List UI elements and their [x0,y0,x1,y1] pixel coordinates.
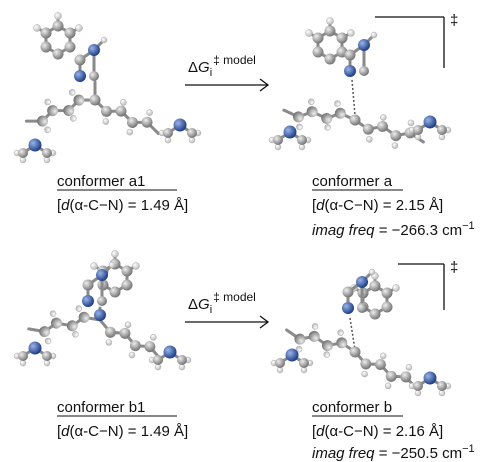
imag-freq: imag freq = −250.5 cm−1 [312,443,475,462]
text-part: (α-C−N) = 2.15 Å] [325,197,444,214]
text-part: [ [57,423,62,440]
text-part: (α-C−N) = 1.49 Å] [70,197,189,214]
distance-label: [d(α-C−N) = 2.15 Å] [312,197,443,214]
conformer-name: conformer b1 [57,399,145,416]
distance-label: [d(α-C−N) = 1.49 Å] [57,197,188,214]
reaction-arrow-head [259,78,270,92]
arrow-label: ΔGi‡ model [188,290,256,316]
text-part: ‡ model [213,53,256,67]
text-part: [ [312,197,317,214]
text-part: = −250.5 cm [375,445,463,462]
distance-label: [d(α-C−N) = 2.16 Å] [312,423,443,440]
distance-label: [d(α-C−N) = 1.49 Å] [57,423,188,440]
conformer-name: conformer a [312,173,393,190]
text-part: [ [57,197,62,214]
text-part: i [210,67,212,79]
text-part: d [316,197,325,214]
text-part: imag freq [312,222,375,239]
text-part: ‡ model [213,290,256,304]
ts-dagger: ‡ [450,12,458,29]
text-part: i [210,304,212,316]
text-part: −1 [462,443,475,455]
text-part: −1 [462,220,475,232]
text-part: Δ [188,296,198,313]
reaction-arrow-head [259,315,270,329]
text-part: d [61,423,70,440]
text-part: G [198,59,210,76]
molecule-a [267,16,453,153]
conformer-name: conformer b [312,399,392,416]
text-part: G [198,296,210,313]
molecule-b [269,267,453,399]
text-part: d [61,197,70,214]
text-part: imag freq [312,445,375,462]
text-part: = −266.3 cm [375,222,463,239]
text-part: (α-C−N) = 2.16 Å] [325,423,444,440]
molecule-a1 [12,11,203,165]
text-part: (α-C−N) = 1.49 Å] [70,423,189,440]
molecule-b1 [12,249,193,372]
conformer-name: conformer a1 [57,173,145,190]
text-part: Δ [188,59,198,76]
ts-dagger: ‡ [450,259,458,276]
arrow-label: ΔGi‡ model [188,53,256,79]
text-part: [ [312,423,317,440]
imag-freq: imag freq = −266.3 cm−1 [312,220,475,239]
text-part: d [316,423,325,440]
